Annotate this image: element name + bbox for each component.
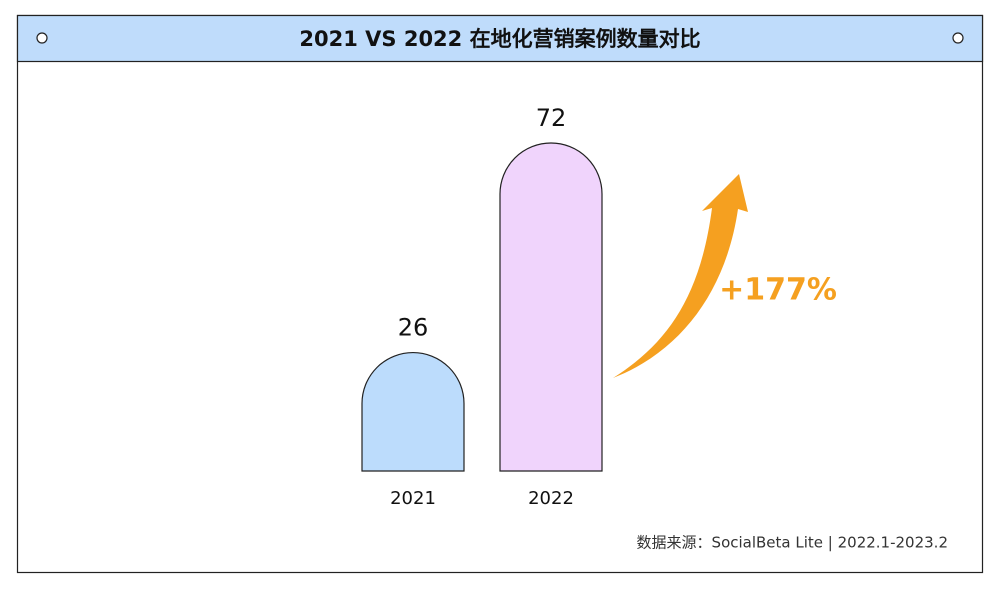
header-dot — [36, 32, 48, 44]
header-dot — [952, 32, 964, 44]
header-band — [16, 14, 984, 63]
chart-title: 2021 VS 2022 在地化营销案例数量对比 — [299, 27, 700, 51]
bar — [499, 142, 603, 472]
x-tick-label: 2022 — [528, 488, 574, 509]
data-label: 26 — [398, 314, 429, 342]
data-label: 72 — [536, 104, 567, 132]
bar — [361, 352, 465, 472]
growth-annotation: +177% — [719, 273, 837, 308]
growth-arrow — [613, 174, 748, 378]
source-note: 数据来源：SocialBeta Lite | 2022.1-2023.2 — [637, 534, 948, 552]
x-tick-label: 2021 — [390, 488, 436, 509]
